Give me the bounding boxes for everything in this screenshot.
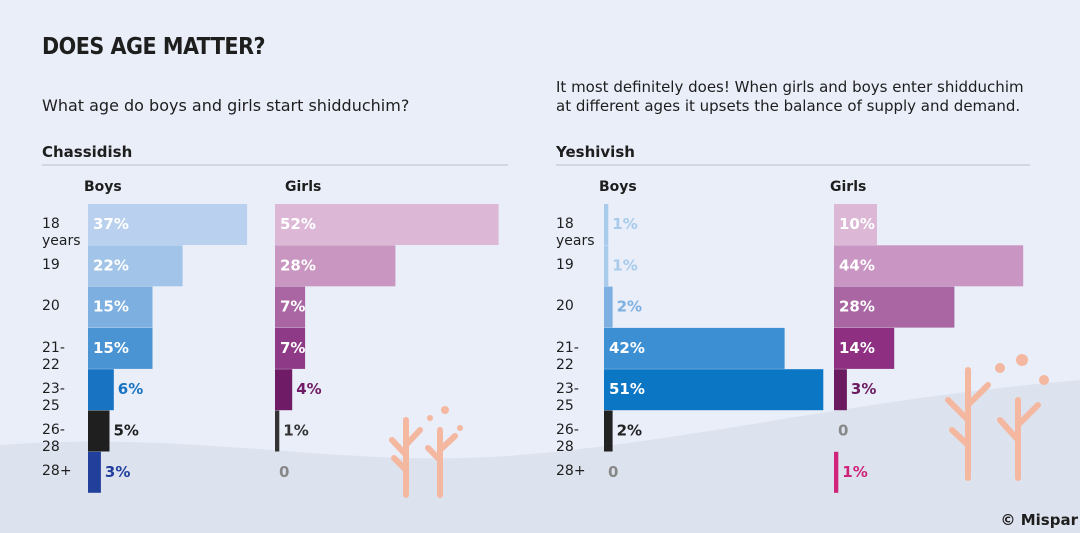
value-label: 1% (612, 215, 637, 233)
bar (275, 410, 280, 452)
category-label: 19 (556, 256, 574, 273)
description: It most definitely does! When girls and … (556, 78, 1024, 115)
value-label: 0 (608, 463, 618, 481)
panel-title: Chassidish (42, 143, 133, 161)
value-label: 4% (296, 380, 321, 398)
value-label: 1% (612, 256, 637, 274)
value-label: 1% (283, 422, 308, 440)
bar (604, 327, 785, 369)
credit: © Mispar (1000, 511, 1078, 529)
bar (88, 451, 101, 493)
value-label: 7% (280, 298, 305, 316)
page-title: DOES AGE MATTER? (42, 34, 266, 60)
bar (88, 327, 153, 369)
category-label: 21-22 (556, 339, 579, 373)
series-label: Girls (285, 179, 321, 195)
value-label: 51% (609, 380, 645, 398)
category-label: 23-25 (556, 380, 579, 414)
value-label: 37% (93, 215, 129, 233)
category-label: 18 years (556, 215, 595, 249)
value-label: 28% (839, 298, 875, 316)
category-label: 28+ (556, 463, 586, 480)
series-label: Girls (830, 179, 866, 195)
bar (88, 410, 110, 452)
value-label: 22% (93, 256, 129, 274)
value-label: 3% (851, 380, 876, 398)
bar (275, 245, 396, 287)
value-label: 10% (839, 215, 875, 233)
value-label: 0 (838, 422, 848, 440)
category-label: 21-22 (42, 339, 65, 373)
series-label: Boys (84, 179, 122, 195)
bar (88, 204, 248, 245)
value-label: 14% (839, 339, 875, 357)
value-label: 2% (617, 422, 642, 440)
bar (834, 327, 895, 369)
bar (834, 245, 1024, 287)
category-label: 26-28 (42, 422, 65, 456)
bar (88, 369, 114, 411)
dots-decoration (427, 354, 1049, 431)
category-label: 20 (42, 298, 60, 315)
value-label: 3% (105, 463, 130, 481)
value-label: 2% (617, 298, 642, 316)
category-label: 23-25 (42, 380, 65, 414)
bar (834, 369, 847, 411)
value-label: 6% (118, 380, 143, 398)
bar (604, 245, 609, 287)
bar (275, 369, 293, 411)
value-label: 1% (842, 463, 867, 481)
category-label: 19 (42, 256, 60, 273)
plant-decoration (389, 367, 1041, 498)
bar (834, 451, 839, 493)
bar (275, 286, 306, 328)
panel-title: Yeshivish (556, 143, 635, 161)
subtitle: What age do boys and girls start shidduc… (42, 96, 410, 115)
bar (604, 369, 824, 411)
bar (88, 245, 183, 287)
bar (275, 204, 499, 245)
bar (604, 286, 613, 328)
category-label: 26-28 (556, 422, 579, 456)
bar (604, 204, 609, 245)
category-label: 20 (556, 298, 574, 315)
value-label: 15% (93, 298, 129, 316)
bar (604, 410, 613, 452)
bar (275, 327, 306, 369)
value-label: 52% (280, 215, 316, 233)
category-label: 28+ (42, 463, 72, 480)
value-label: 7% (280, 339, 305, 357)
value-label: 0 (279, 463, 289, 481)
bar (834, 204, 877, 245)
value-label: 44% (839, 256, 875, 274)
hill (0, 380, 1080, 533)
value-label: 5% (114, 422, 139, 440)
value-label: 15% (93, 339, 129, 357)
value-label: 28% (280, 256, 316, 274)
bar (88, 286, 153, 328)
value-label: 42% (609, 339, 645, 357)
series-label: Boys (599, 179, 637, 195)
bar (834, 286, 955, 328)
category-label: 18 years (42, 215, 81, 249)
